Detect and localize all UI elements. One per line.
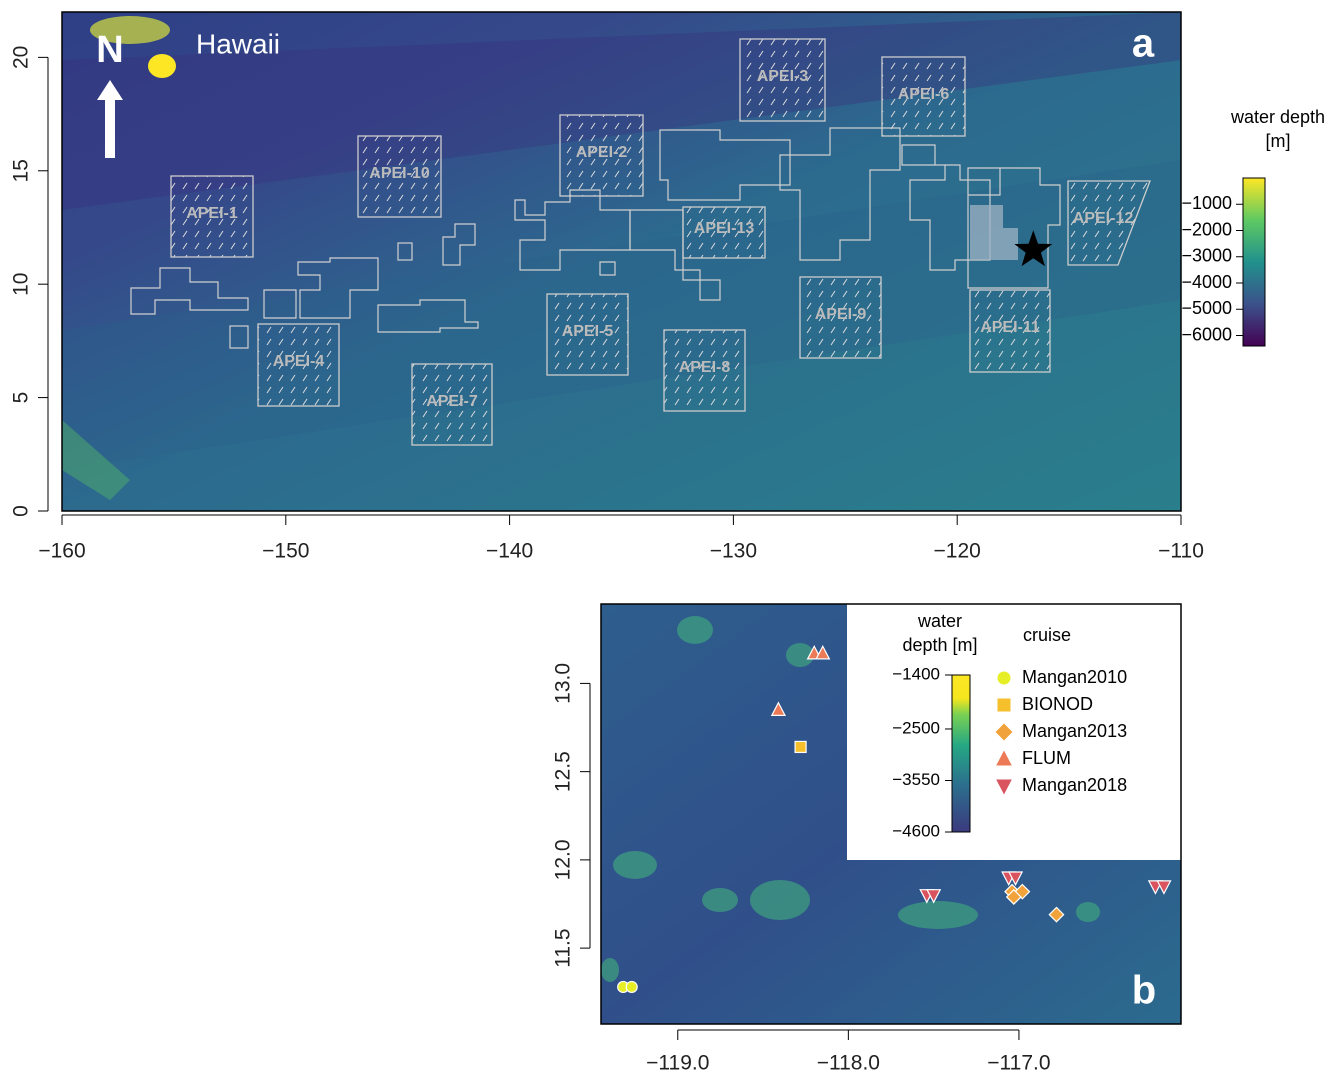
apei-label: APEI-2 bbox=[576, 144, 628, 161]
apei-label: APEI-9 bbox=[815, 306, 867, 323]
colorbar-tick-label: −4000 bbox=[1181, 272, 1232, 292]
colorbar-tick-label: −6000 bbox=[1181, 324, 1232, 344]
colorbar-tick-label: −3000 bbox=[1181, 246, 1232, 266]
legend-marker bbox=[998, 699, 1011, 712]
y-tick-label: 12.5 bbox=[552, 751, 575, 792]
y-tick-label: 11.5 bbox=[552, 928, 575, 967]
apei-label: APEI-10 bbox=[369, 165, 430, 182]
x-tick-label: −120 bbox=[934, 540, 981, 563]
island bbox=[148, 54, 176, 78]
apei-label: APEI-8 bbox=[679, 359, 731, 376]
legend-marker bbox=[998, 672, 1011, 685]
colorbar-tick-label: −1000 bbox=[1181, 193, 1232, 213]
sample-point bbox=[626, 981, 637, 992]
x-tick-label: −150 bbox=[262, 540, 309, 563]
y-tick-label: 10 bbox=[10, 273, 33, 296]
colorbar-tick-label: −4600 bbox=[892, 821, 940, 840]
y-tick-label: 12.0 bbox=[552, 839, 575, 880]
north-label: N bbox=[96, 29, 123, 71]
x-tick-label: −110 bbox=[1158, 540, 1204, 563]
legend-title: cruise bbox=[1023, 625, 1071, 645]
legend-label: Mangan2010 bbox=[1022, 667, 1127, 687]
y-tick-label: 0 bbox=[10, 505, 33, 517]
colorbar-tick-label: −1400 bbox=[892, 664, 940, 683]
colorbar-tick-label: −3550 bbox=[892, 770, 940, 789]
x-tick-label: −140 bbox=[486, 540, 533, 563]
x-tick-label: −118.0 bbox=[817, 1052, 880, 1075]
colorbar-title: water bbox=[917, 611, 962, 631]
legend-label: FLUM bbox=[1022, 748, 1071, 768]
colorbar bbox=[1243, 178, 1265, 346]
panel-label: a bbox=[1132, 22, 1155, 66]
apei-label: APEI-4 bbox=[273, 353, 325, 370]
colorbar bbox=[952, 675, 970, 832]
y-tick-label: 15 bbox=[10, 159, 33, 182]
x-tick-label: −130 bbox=[710, 540, 757, 563]
apei-label: APEI-7 bbox=[426, 393, 478, 410]
apei-label: APEI-12 bbox=[1073, 210, 1134, 227]
legend-label: BIONOD bbox=[1022, 694, 1093, 714]
x-tick-label: −160 bbox=[38, 540, 85, 563]
sample-point bbox=[795, 741, 806, 752]
apei-label: APEI-13 bbox=[694, 220, 755, 237]
y-tick-label: 20 bbox=[10, 46, 33, 69]
colorbar-title: depth [m] bbox=[902, 635, 977, 655]
place-label: Hawaii bbox=[196, 28, 280, 59]
legend-label: Mangan2013 bbox=[1022, 721, 1127, 741]
apei-label: APEI-5 bbox=[562, 323, 614, 340]
apei-label: APEI-3 bbox=[757, 68, 809, 85]
apei-label: APEI-1 bbox=[186, 205, 238, 222]
y-tick-label: 13.0 bbox=[552, 663, 575, 704]
panel-label: b bbox=[1132, 969, 1156, 1013]
colorbar-title: [m] bbox=[1266, 131, 1291, 151]
legend-label: Mangan2018 bbox=[1022, 775, 1127, 795]
colorbar-tick-label: −2500 bbox=[892, 718, 940, 737]
colorbar-tick-label: −5000 bbox=[1181, 298, 1232, 318]
y-tick-label: 5 bbox=[10, 392, 33, 404]
x-tick-label: −119.0 bbox=[646, 1052, 709, 1075]
colorbar-title: water depth bbox=[1230, 107, 1325, 127]
figure: APEI-1 APEI-10 APEI-2 APEI-3 APEI-6 APEI-13 AP… bbox=[0, 0, 1341, 1077]
apei-label: APEI-11 bbox=[980, 319, 1040, 336]
apei-label: APEI-6 bbox=[898, 86, 950, 103]
colorbar-tick-label: −2000 bbox=[1181, 219, 1232, 239]
x-tick-label: −117.0 bbox=[987, 1052, 1050, 1075]
